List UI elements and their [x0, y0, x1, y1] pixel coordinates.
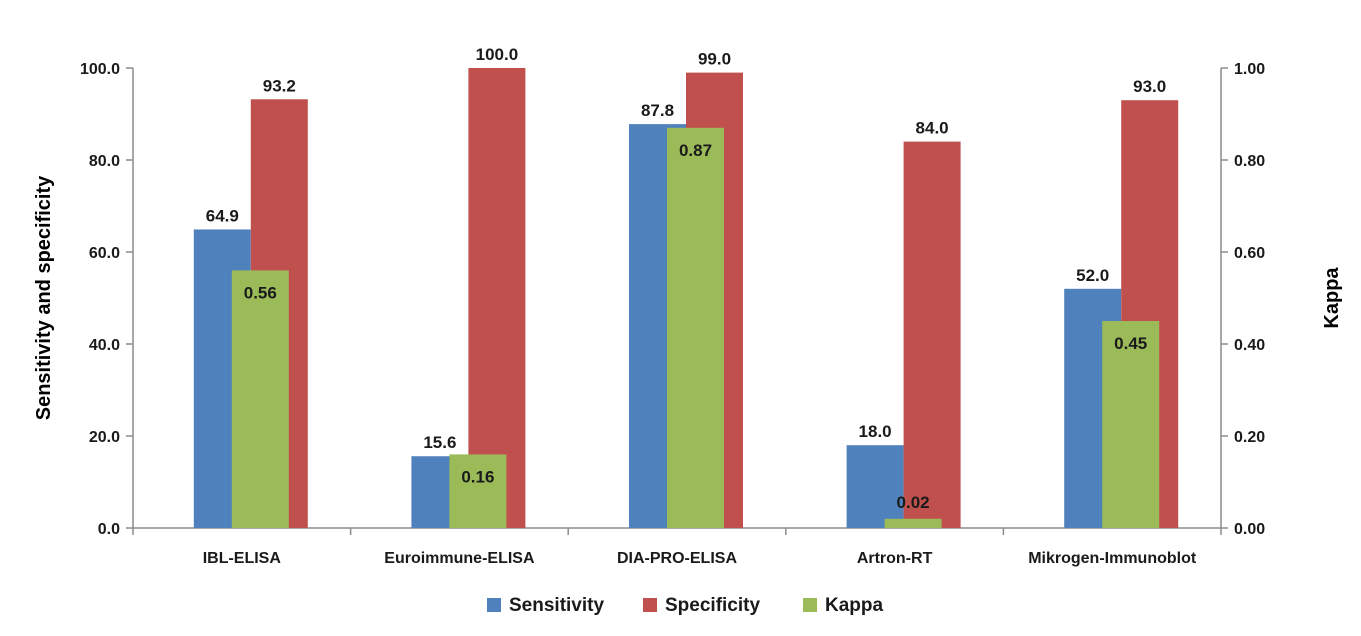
y2-tick-label: 0.80: [1234, 153, 1265, 170]
sensitivity-data-label: 15.6: [423, 433, 456, 452]
specificity-legend-label: Specificity: [665, 595, 760, 616]
specificity-data-label: 93.0: [1133, 77, 1166, 96]
y-tick-label: 20.0: [89, 429, 120, 446]
sensitivity-data-label: 64.9: [206, 206, 239, 225]
y2-axis-title: Kappa: [1321, 267, 1343, 329]
kappa-data-label: 0.02: [897, 493, 930, 512]
kappa-bar: [667, 127, 724, 529]
x-tick-label: Euroimmune-ELISA: [384, 550, 535, 567]
y2-tick-label: 0.20: [1234, 429, 1265, 446]
y2-tick-label: 1.00: [1234, 61, 1265, 78]
y2-tick-label: 0.40: [1234, 337, 1265, 354]
specificity-bar: [903, 141, 961, 528]
y-tick-label: 0.0: [98, 521, 120, 538]
sensitivity-legend-swatch: [487, 598, 501, 612]
sensitivity-legend-label: Sensitivity: [509, 595, 604, 616]
y-tick-label: 60.0: [89, 245, 120, 262]
x-tick-label: Mikrogen-Immunoblot: [1028, 550, 1197, 567]
sensitivity-data-label: 18.0: [859, 422, 892, 441]
plot-area: 0.020.040.060.080.0100.00.000.200.400.60…: [80, 45, 1265, 567]
kappa-data-label: 0.87: [679, 141, 712, 160]
kappa-bar: [884, 518, 942, 528]
sensitivity-data-label: 87.8: [641, 101, 674, 120]
x-tick-label: IBL-ELISA: [203, 550, 282, 567]
kappa-legend-label: Kappa: [825, 595, 884, 616]
kappa-data-label: 0.45: [1114, 334, 1147, 353]
sensitivity-bar: [846, 445, 904, 528]
specificity-data-label: 93.2: [263, 76, 296, 95]
legend: Sensitivity Specificity Kappa: [487, 595, 884, 616]
y2-tick-label: 0.00: [1234, 521, 1265, 538]
y-tick-label: 100.0: [80, 61, 120, 78]
specificity-data-label: 84.0: [916, 119, 949, 138]
specificity-legend-swatch: [643, 598, 657, 612]
kappa-data-label: 0.56: [244, 283, 277, 302]
kappa-legend-swatch: [803, 598, 817, 612]
x-tick-label: Artron-RT: [857, 550, 933, 567]
specificity-data-label: 100.0: [476, 45, 519, 64]
sensitivity-data-label: 52.0: [1076, 266, 1109, 285]
kappa-data-label: 0.16: [461, 467, 494, 486]
kappa-bar: [449, 454, 507, 528]
y-tick-label: 40.0: [89, 337, 120, 354]
y-axis-title: Sensitivity and specificity: [33, 175, 55, 420]
x-tick-label: DIA-PRO-ELISA: [617, 550, 737, 567]
kappa-bar: [1102, 321, 1160, 528]
specificity-data-label: 99.0: [698, 50, 731, 69]
kappa-bar: [231, 270, 289, 528]
y2-tick-label: 0.60: [1234, 245, 1265, 262]
specificity-bar: [468, 68, 526, 528]
y-tick-label: 80.0: [89, 153, 120, 170]
